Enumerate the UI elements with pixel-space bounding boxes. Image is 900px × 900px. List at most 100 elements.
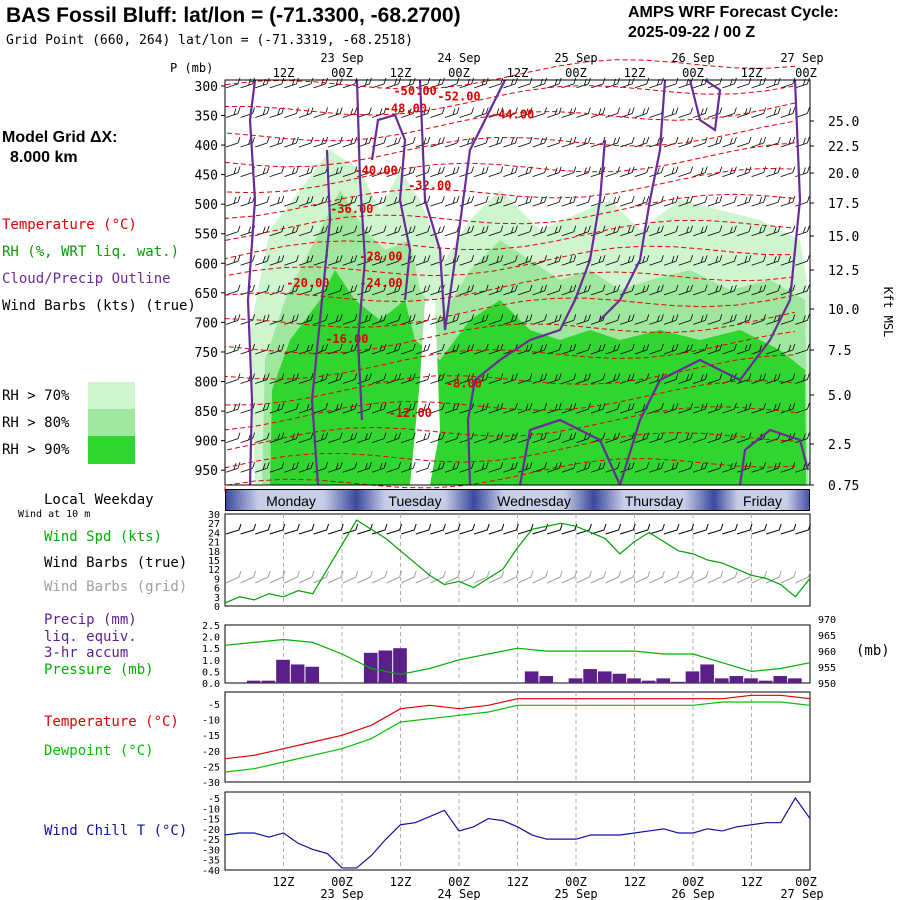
dry-region-left (225, 80, 255, 485)
wind-barb (503, 136, 518, 148)
wind-barb (517, 343, 533, 355)
windchill-line (224, 796, 811, 869)
wind-barb (751, 284, 766, 296)
top-date-label: 26 Sep (671, 51, 714, 65)
precip-bar (729, 676, 744, 683)
legend-rh90-swatch (88, 436, 135, 464)
wind-barb (693, 343, 708, 355)
wind-barb (605, 402, 620, 414)
wind-barb (634, 136, 650, 148)
wind-barb (401, 373, 416, 384)
wind-barb (707, 462, 723, 473)
isotherms (224, 59, 796, 492)
height-tick-label: 10.0 (828, 303, 859, 318)
pressure-tick-label: 600 (195, 257, 218, 272)
true-barb (605, 523, 622, 535)
grid-barb (371, 570, 388, 584)
wind-barb (532, 462, 547, 473)
wind-barb (371, 225, 387, 237)
wind-ytick: 6 (214, 584, 220, 595)
xsec-frame (224, 79, 811, 486)
wind-barb (532, 225, 547, 237)
wind-barb (532, 284, 547, 296)
chill-ytick: -40 (202, 866, 220, 877)
wind-barb (649, 314, 664, 325)
wind-barb (547, 166, 562, 177)
wind-barb (298, 166, 314, 177)
wind-barb (313, 225, 328, 237)
wind-barb (459, 136, 474, 148)
wind-barb (532, 255, 547, 266)
grid-barb (284, 570, 300, 584)
wind-barb (780, 373, 796, 384)
height-tick-label: 2.5 (828, 438, 851, 453)
true-barb (415, 523, 432, 535)
wind-barb (620, 225, 635, 237)
bottom-hour-label: 12Z (624, 875, 646, 889)
wind-barb (605, 255, 620, 266)
wind-barb (649, 462, 664, 473)
wind-barb (532, 373, 547, 384)
true-barb (590, 523, 607, 535)
wind-barb (269, 343, 285, 355)
wind-ytick: 12 (208, 565, 220, 576)
true-barb (649, 523, 665, 535)
precip-bar (656, 678, 671, 683)
wind-barb (736, 314, 752, 325)
legend-temperature: Temperature (°C) (2, 217, 137, 233)
temp-ytick: -30 (202, 778, 220, 789)
wind-barb (766, 136, 781, 148)
bottom-hour-label: 12Z (273, 875, 295, 889)
wind-barb (488, 284, 504, 296)
wind-barb (576, 196, 591, 207)
wind-barb (225, 166, 241, 177)
true-barb (313, 523, 330, 535)
height-tick-label: 20.0 (828, 167, 859, 182)
top-hour-label: 12Z (624, 66, 646, 80)
true-barb (795, 523, 811, 535)
wind-barb (736, 402, 752, 414)
wind-barb (459, 314, 474, 325)
wind-barb (751, 225, 766, 237)
wind-barb (620, 255, 635, 266)
wind-barb (605, 314, 620, 325)
wind-barb (284, 284, 299, 296)
height-tick-label: 22.5 (828, 140, 859, 155)
wind-barb (605, 343, 620, 355)
wind-barb (576, 284, 591, 296)
wind-barb (342, 196, 358, 207)
top-hour-label: 12Z (390, 66, 412, 80)
precip-bar (773, 676, 788, 683)
wind-ytick: 24 (208, 528, 220, 539)
wind-barb (313, 136, 328, 148)
wind-barb (269, 314, 285, 325)
grid-barb (400, 570, 417, 584)
grid-barb (678, 570, 695, 584)
temperature-line (224, 694, 811, 760)
legend-rh: RH (%, WRT liq. wat.) (2, 244, 180, 260)
local-weekday-label: Local Weekday (44, 492, 154, 508)
wind-barb (444, 373, 460, 384)
wind-barb (678, 432, 693, 444)
wind-at-label: Wind at 10 m (18, 509, 91, 520)
pressure-tick-label: 350 (195, 109, 218, 124)
wind-barb (517, 196, 533, 207)
wind-barb (444, 107, 460, 118)
wind-barb (474, 402, 489, 414)
wind-barb (547, 196, 562, 207)
temp-ytick: -20 (202, 747, 220, 758)
wind-barb (736, 255, 752, 266)
top-hour-label: 00Z (448, 66, 470, 80)
grid-barb (692, 570, 709, 584)
wind-barb (766, 166, 781, 177)
wind-barb (298, 343, 314, 355)
wind-barb (620, 196, 635, 207)
wind-barb (678, 314, 693, 325)
wind-barb (532, 166, 547, 177)
precip-bar (744, 678, 758, 683)
precip-ytick: 1.0 (202, 656, 220, 667)
pressure-tick-label: 300 (195, 80, 218, 95)
wind-barb (517, 136, 533, 148)
chill-ytick: -30 (202, 845, 220, 856)
wind-barb (298, 77, 314, 89)
